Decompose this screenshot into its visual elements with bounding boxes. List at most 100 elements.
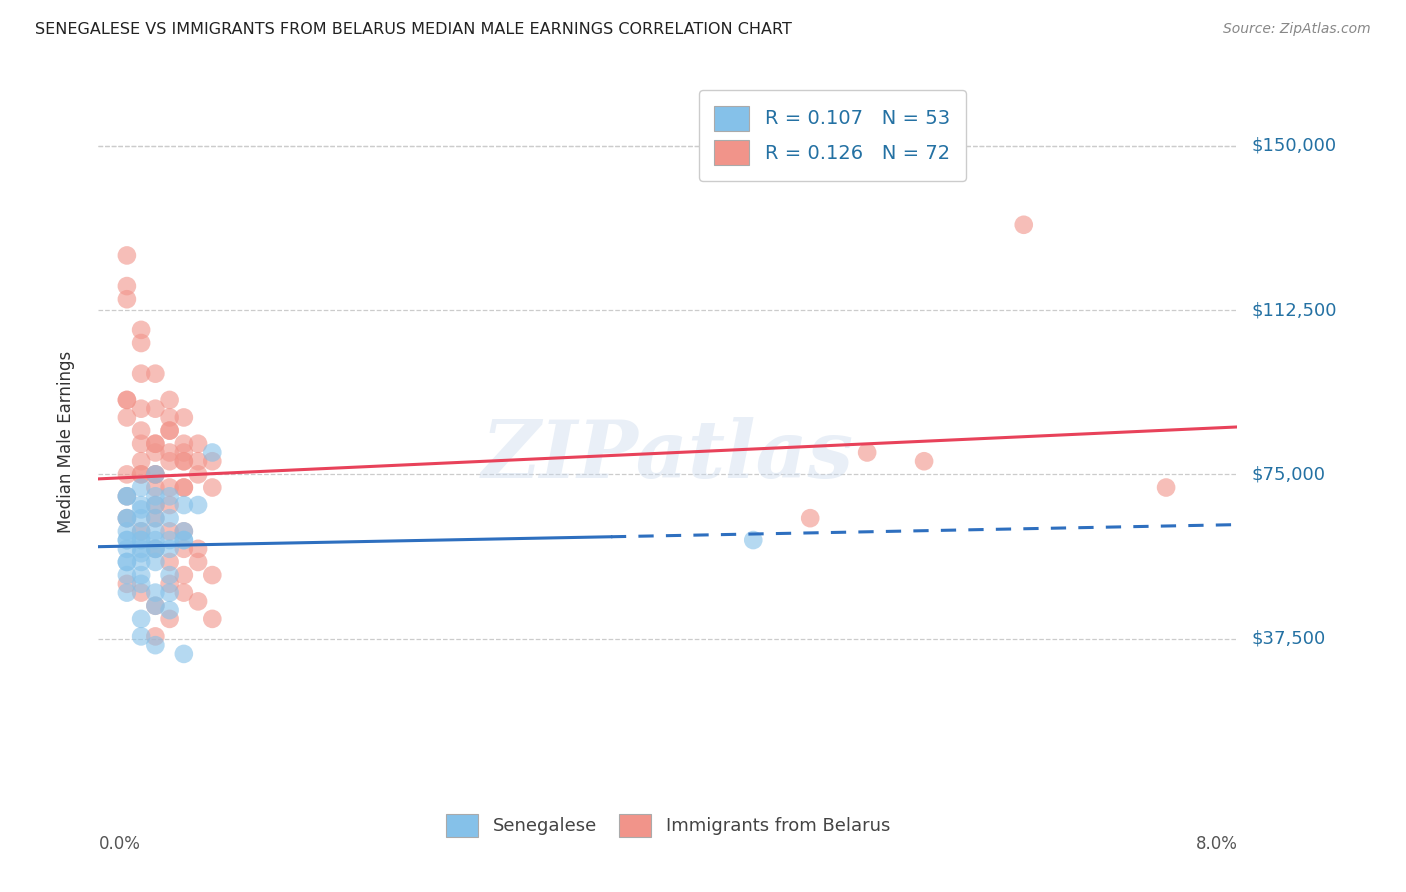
Point [145, 599, 167, 613]
Point [129, 323, 152, 337]
Point [115, 489, 138, 503]
Point [129, 568, 152, 582]
Point [173, 533, 195, 547]
Point [173, 524, 195, 539]
Text: $75,000: $75,000 [1251, 466, 1326, 483]
Point [115, 248, 138, 262]
Point [145, 541, 167, 556]
Point [173, 524, 195, 539]
Point [187, 541, 209, 556]
Point [201, 481, 224, 495]
Point [145, 638, 167, 652]
Point [173, 568, 195, 582]
Point [129, 555, 152, 569]
Point [159, 454, 181, 468]
Point [145, 511, 167, 525]
Point [145, 599, 167, 613]
Point [159, 424, 181, 438]
Point [129, 401, 152, 416]
Point [187, 436, 209, 450]
Point [145, 445, 167, 459]
Point [856, 445, 879, 459]
Point [201, 454, 224, 468]
Point [159, 424, 181, 438]
Point [145, 524, 167, 539]
Point [173, 481, 195, 495]
Point [129, 585, 152, 599]
Point [115, 568, 138, 582]
Point [159, 392, 181, 407]
Text: $37,500: $37,500 [1251, 630, 1326, 648]
Point [173, 533, 195, 547]
Point [115, 467, 138, 482]
Point [173, 647, 195, 661]
Point [145, 498, 167, 512]
Point [129, 502, 152, 516]
Point [129, 367, 152, 381]
Point [129, 436, 152, 450]
Text: 8.0%: 8.0% [1195, 835, 1237, 854]
Point [129, 524, 152, 539]
Point [115, 279, 138, 293]
Point [159, 489, 181, 503]
Point [129, 524, 152, 539]
Point [159, 533, 181, 547]
Point [1154, 481, 1177, 495]
Point [159, 524, 181, 539]
Point [159, 410, 181, 425]
Text: $112,500: $112,500 [1251, 301, 1337, 319]
Point [145, 481, 167, 495]
Point [115, 524, 138, 539]
Point [129, 467, 152, 482]
Point [129, 336, 152, 351]
Text: SENEGALESE VS IMMIGRANTS FROM BELARUS MEDIAN MALE EARNINGS CORRELATION CHART: SENEGALESE VS IMMIGRANTS FROM BELARUS ME… [35, 22, 792, 37]
Point [129, 612, 152, 626]
Point [129, 498, 152, 512]
Point [115, 410, 138, 425]
Point [115, 585, 138, 599]
Point [159, 603, 181, 617]
Point [159, 481, 181, 495]
Point [115, 392, 138, 407]
Point [159, 511, 181, 525]
Point [129, 511, 152, 525]
Point [145, 489, 167, 503]
Point [201, 612, 224, 626]
Point [145, 585, 167, 599]
Text: $150,000: $150,000 [1251, 137, 1336, 155]
Point [173, 436, 195, 450]
Point [145, 467, 167, 482]
Point [129, 541, 152, 556]
Point [115, 392, 138, 407]
Point [173, 498, 195, 512]
Point [115, 511, 138, 525]
Point [129, 577, 152, 591]
Point [129, 629, 152, 643]
Point [145, 541, 167, 556]
Point [115, 489, 138, 503]
Point [173, 445, 195, 459]
Point [159, 555, 181, 569]
Point [742, 533, 765, 547]
Point [187, 454, 209, 468]
Point [145, 467, 167, 482]
Point [145, 555, 167, 569]
Y-axis label: Median Male Earnings: Median Male Earnings [56, 351, 75, 533]
Point [115, 555, 138, 569]
Point [159, 577, 181, 591]
Point [129, 424, 152, 438]
Point [129, 481, 152, 495]
Point [173, 585, 195, 599]
Point [115, 555, 138, 569]
Point [159, 612, 181, 626]
Point [115, 511, 138, 525]
Point [159, 445, 181, 459]
Legend: Senegalese, Immigrants from Belarus: Senegalese, Immigrants from Belarus [439, 806, 897, 845]
Point [115, 511, 138, 525]
Point [159, 568, 181, 582]
Point [173, 454, 195, 468]
Point [115, 533, 138, 547]
Point [115, 292, 138, 306]
Point [145, 367, 167, 381]
Text: ZIPatlas: ZIPatlas [482, 417, 853, 495]
